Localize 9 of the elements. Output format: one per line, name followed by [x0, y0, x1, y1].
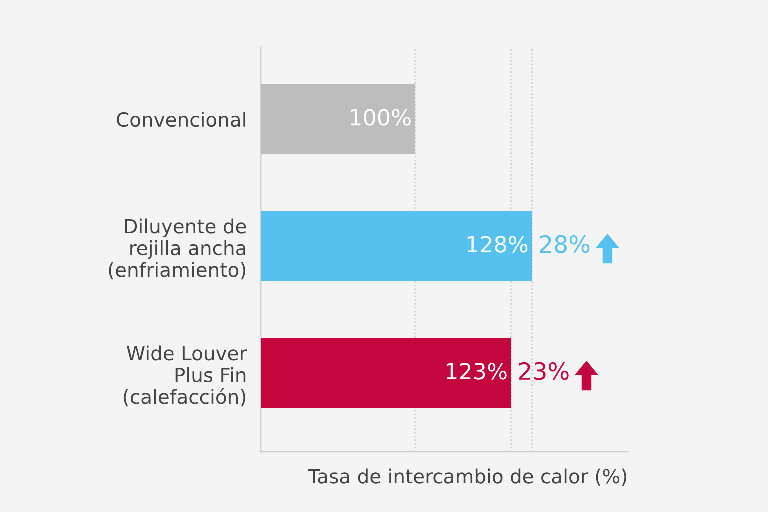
y-tick-label: Diluyente de rejilla ancha (enfriamiento) — [109, 218, 246, 280]
y-tick-label: Convencional — [117, 112, 246, 128]
annotation: 23% — [519, 362, 569, 380]
y-tick-label: Wide Louver Plus Fin (calefacción) — [124, 346, 248, 407]
data-label: 100% — [351, 109, 411, 126]
data-label: 128% — [468, 236, 528, 253]
annotation: 28% — [540, 235, 590, 254]
data-label: 123% — [446, 363, 507, 380]
x-axis-title: Tasa de intercambio de calor (%) — [308, 468, 627, 486]
